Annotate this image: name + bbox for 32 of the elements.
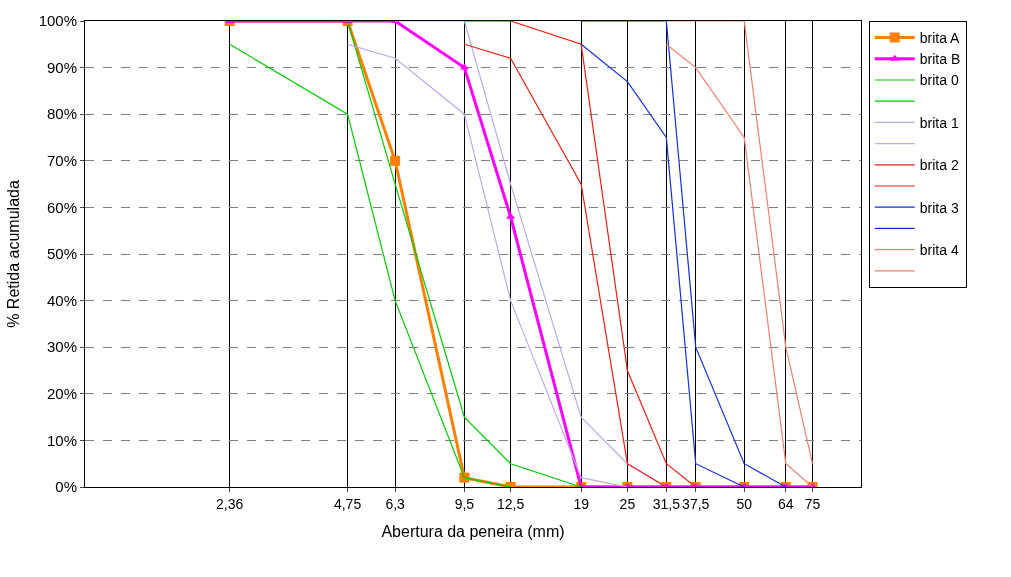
- x-tick-label: 75: [804, 495, 821, 512]
- legend-label: brita 3: [919, 199, 959, 216]
- x-tick-label: 31,5: [652, 495, 681, 512]
- legend-label: brita 1: [919, 114, 959, 131]
- x-tick-label: 37,5: [682, 495, 710, 512]
- legend-label: brita 0: [919, 72, 959, 89]
- y-tick-label: 10%: [46, 431, 77, 449]
- legend-label: brita 4: [919, 242, 959, 259]
- x-tick-label: 2,36: [216, 495, 244, 512]
- y-tick-label: 70%: [46, 152, 77, 170]
- y-axis-title: % Retida acumulada: [4, 180, 22, 328]
- y-tick-label: 80%: [46, 105, 77, 123]
- x-tick-label: 19: [573, 495, 590, 512]
- legend-label: brita A: [919, 30, 961, 47]
- x-tick-label: 6,3: [385, 495, 406, 512]
- x-tick-label: 50: [736, 495, 753, 512]
- legend-label: brita 2: [919, 157, 959, 174]
- y-tick-label: 50%: [46, 245, 77, 263]
- y-tick-label: 100%: [38, 12, 77, 30]
- x-tick-label: 4,75: [333, 495, 362, 512]
- y-tick-label: 40%: [46, 291, 77, 309]
- y-tick-label: 0%: [55, 478, 77, 496]
- y-tick-label: 90%: [46, 58, 77, 76]
- x-tick-label: 25: [619, 495, 636, 512]
- x-tick-label: 12,5: [496, 495, 525, 512]
- legend-label: brita B: [919, 51, 961, 68]
- y-tick-label: 60%: [46, 198, 77, 216]
- y-tick-label: 20%: [46, 385, 77, 403]
- x-axis-title: Abertura da peneira (mm): [381, 523, 565, 541]
- x-tick-label: 9,5: [454, 495, 475, 512]
- x-tick-label: 64: [778, 495, 794, 512]
- y-tick-label: 30%: [46, 338, 77, 356]
